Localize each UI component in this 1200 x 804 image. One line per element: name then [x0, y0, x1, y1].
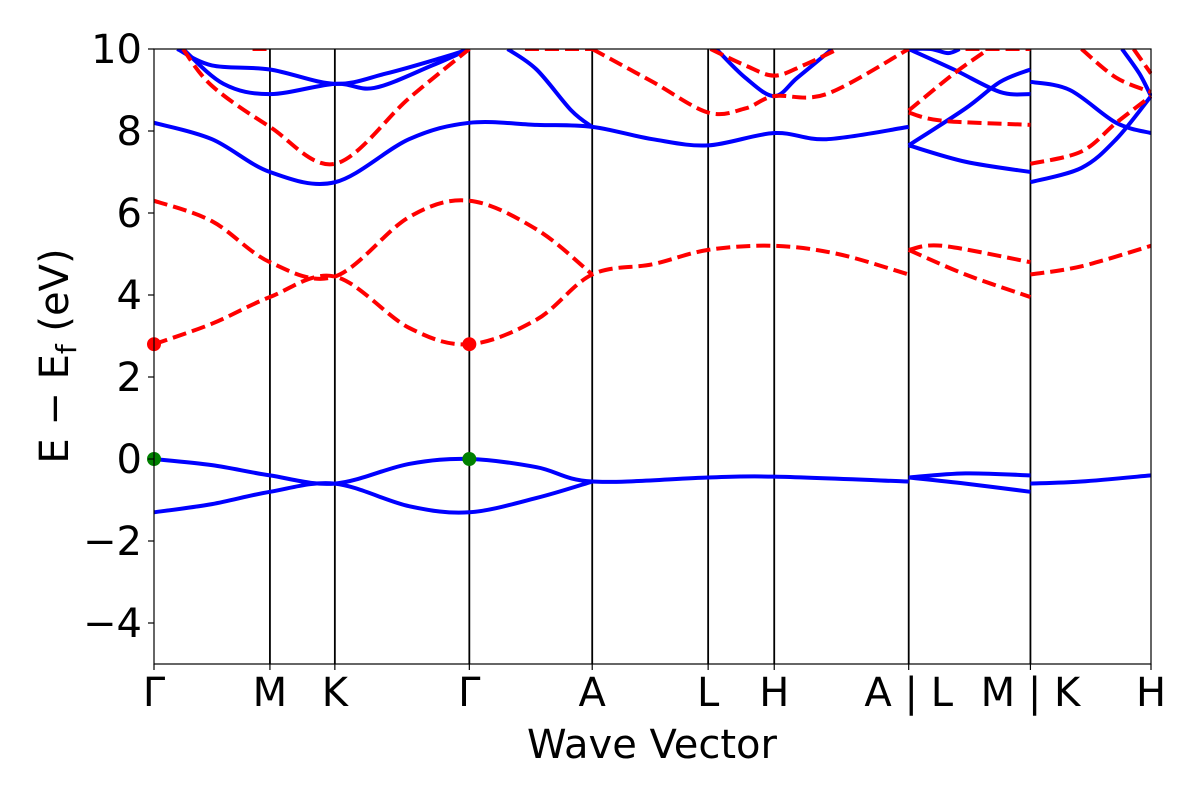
- y-tick-label: −2: [83, 519, 142, 565]
- y-axis-label-unit: (eV): [32, 248, 78, 344]
- spin-up-band: [907, 67, 1032, 148]
- vbm-marker: [462, 452, 477, 466]
- spin-up-band: [1030, 473, 1152, 486]
- y-tick-label: 6: [117, 191, 142, 237]
- x-tick-label: A: [579, 670, 607, 716]
- y-axis-label: E − Ef (eV): [32, 248, 83, 463]
- spin-down-band: [1029, 94, 1152, 166]
- spin-down-band: [908, 110, 1031, 127]
- spin-down-band: [709, 49, 839, 78]
- x-tick-label: Γ: [143, 670, 166, 716]
- x-axis-label: Wave Vector: [527, 722, 778, 768]
- spin-down-band: [907, 248, 1032, 299]
- spin-up-band: [908, 143, 1031, 174]
- spin-up-band: [908, 471, 1031, 480]
- high-symmetry-lines: [269, 49, 1032, 664]
- x-tick-label: H: [1136, 670, 1166, 716]
- band-edge-markers: [147, 337, 477, 466]
- x-tick-label: K: [322, 670, 350, 716]
- spin-down-band: [181, 49, 471, 167]
- spin-up-band: [181, 49, 471, 97]
- spin-down-band: [154, 243, 910, 347]
- x-tick-label: M | K: [981, 670, 1082, 716]
- y-axis-ticks: −4 −2 0 2 4 6 8 10: [83, 27, 154, 647]
- y-tick-label: 2: [117, 355, 142, 401]
- spin-up-band: [1030, 79, 1152, 135]
- spin-down-band: [154, 198, 594, 281]
- spin-down-band: [1030, 243, 1152, 277]
- spin-down-band: [591, 49, 910, 117]
- spin-down-band: [1080, 49, 1152, 94]
- spin-up-band: [1029, 94, 1152, 185]
- spin-up-band: [506, 49, 594, 129]
- spin-up-band: [154, 456, 909, 486]
- y-tick-label: 8: [117, 109, 142, 155]
- band-lines: [154, 49, 1152, 515]
- plot-frame: [153, 48, 1152, 665]
- x-tick-label: Γ: [458, 670, 481, 716]
- y-tick-label: −4: [83, 601, 142, 647]
- spin-up-band: [908, 49, 961, 56]
- y-axis-label-subscript: f: [50, 343, 83, 354]
- spin-down-band: [1131, 49, 1152, 75]
- cbm-marker: [462, 337, 477, 352]
- y-tick-label: 0: [117, 437, 142, 483]
- y-tick-label: 4: [117, 273, 142, 319]
- spin-up-band: [154, 479, 593, 515]
- spin-down-band: [907, 49, 990, 113]
- spin-up-band: [908, 475, 1031, 494]
- y-tick-label: 10: [91, 27, 142, 73]
- spin-up-band: [154, 120, 910, 186]
- x-tick-label: A | L: [864, 670, 953, 716]
- x-tick-label: L: [697, 670, 720, 716]
- y-axis-label-main: E − E: [32, 354, 78, 464]
- spin-down-band: [908, 243, 1031, 265]
- x-tick-label: H: [759, 670, 789, 716]
- x-tick-label: M: [253, 670, 288, 716]
- spin-up-band: [907, 49, 1031, 97]
